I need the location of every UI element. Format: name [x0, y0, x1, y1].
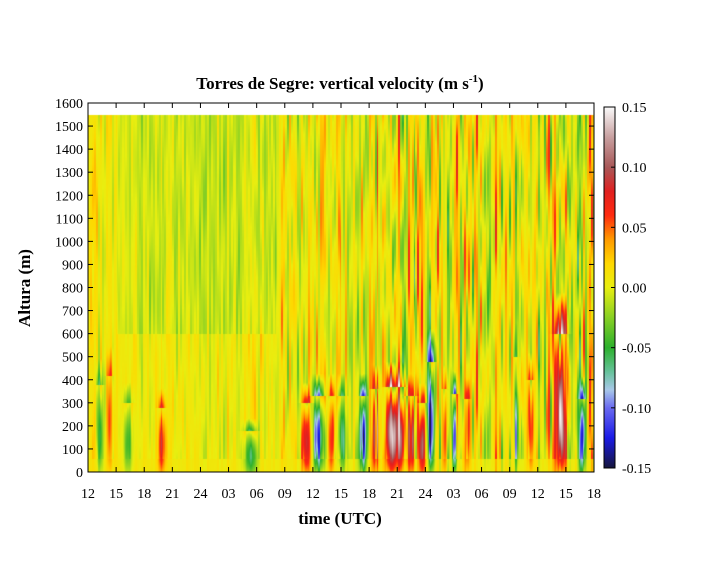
x-tick-label: 21	[390, 487, 404, 502]
y-tick-label: 1400	[55, 143, 83, 158]
colorbar-tick-label: 0.05	[622, 221, 647, 236]
x-tick-label: 03	[446, 487, 460, 502]
colorbar-tick-label: 0.10	[622, 161, 647, 176]
heatmap-area	[88, 103, 594, 472]
chart-title-superscript: -1	[469, 73, 478, 85]
y-tick-label: 1500	[55, 120, 83, 135]
y-tick-label: 500	[62, 351, 83, 366]
y-tick-label: 900	[62, 258, 83, 273]
x-tick-label: 12	[81, 487, 95, 502]
x-tick-label: 06	[250, 487, 264, 502]
x-tick-label: 12	[306, 487, 320, 502]
x-tick-label: 15	[334, 487, 348, 502]
x-tick-label: 06	[475, 487, 489, 502]
x-tick-label: 12	[531, 487, 545, 502]
x-tick-label: 15	[559, 487, 573, 502]
x-tick-label: 18	[362, 487, 376, 502]
y-tick-label: 400	[62, 374, 83, 389]
y-tick-label: 1000	[55, 235, 83, 250]
heatmap-canvas	[88, 103, 594, 472]
x-tick-label: 03	[222, 487, 236, 502]
x-tick-label: 09	[503, 487, 517, 502]
x-tick-label: 24	[418, 487, 432, 502]
chart-title: Torres de Segre: vertical velocity (m s-…	[196, 73, 483, 93]
x-axis-label: time (UTC)	[298, 509, 382, 528]
x-tick-label: 18	[587, 487, 601, 502]
y-tick-label: 300	[62, 397, 83, 412]
y-tick-label: 200	[62, 420, 83, 435]
y-tick-label: 1200	[55, 189, 83, 204]
chart-title-end: )	[478, 74, 484, 93]
x-tick-label: 09	[278, 487, 292, 502]
y-axis: 0 100 200 300 400 500 600 700 800 900 1000 1100 1200…	[55, 97, 594, 481]
y-tick-label: 800	[62, 282, 83, 297]
colorbar-tick-label: 0.00	[622, 282, 647, 297]
colorbar-tick-label: -0.15	[622, 462, 651, 477]
y-tick-label: 700	[62, 305, 83, 320]
y-tick-label: 600	[62, 328, 83, 343]
x-axis: 12 15 18 21 24 03 06 09 12 15 18 21 24 03 06 09 12 15 18	[81, 103, 601, 502]
colorbar-axis: 0.15 0.10 0.05 0.00 -0.05 -0.10 -0.15	[611, 101, 651, 477]
x-tick-label: 21	[165, 487, 179, 502]
x-tick-label: 18	[137, 487, 151, 502]
y-tick-label: 0	[76, 466, 83, 481]
colorbar-tick-label: -0.10	[622, 402, 651, 417]
y-tick-label: 1300	[55, 166, 83, 181]
y-tick-label: 1100	[56, 212, 83, 227]
y-axis-label: Altura (m)	[15, 249, 34, 327]
y-tick-label: 1600	[55, 97, 83, 112]
x-tick-label: 15	[109, 487, 123, 502]
y-tick-label: 100	[62, 443, 83, 458]
colorbar-tick-label: 0.15	[622, 101, 647, 116]
chart-title-main: Torres de Segre: vertical velocity (m s	[196, 74, 469, 93]
colorbar-tick-label: -0.05	[622, 342, 651, 357]
x-tick-label: 24	[193, 487, 207, 502]
